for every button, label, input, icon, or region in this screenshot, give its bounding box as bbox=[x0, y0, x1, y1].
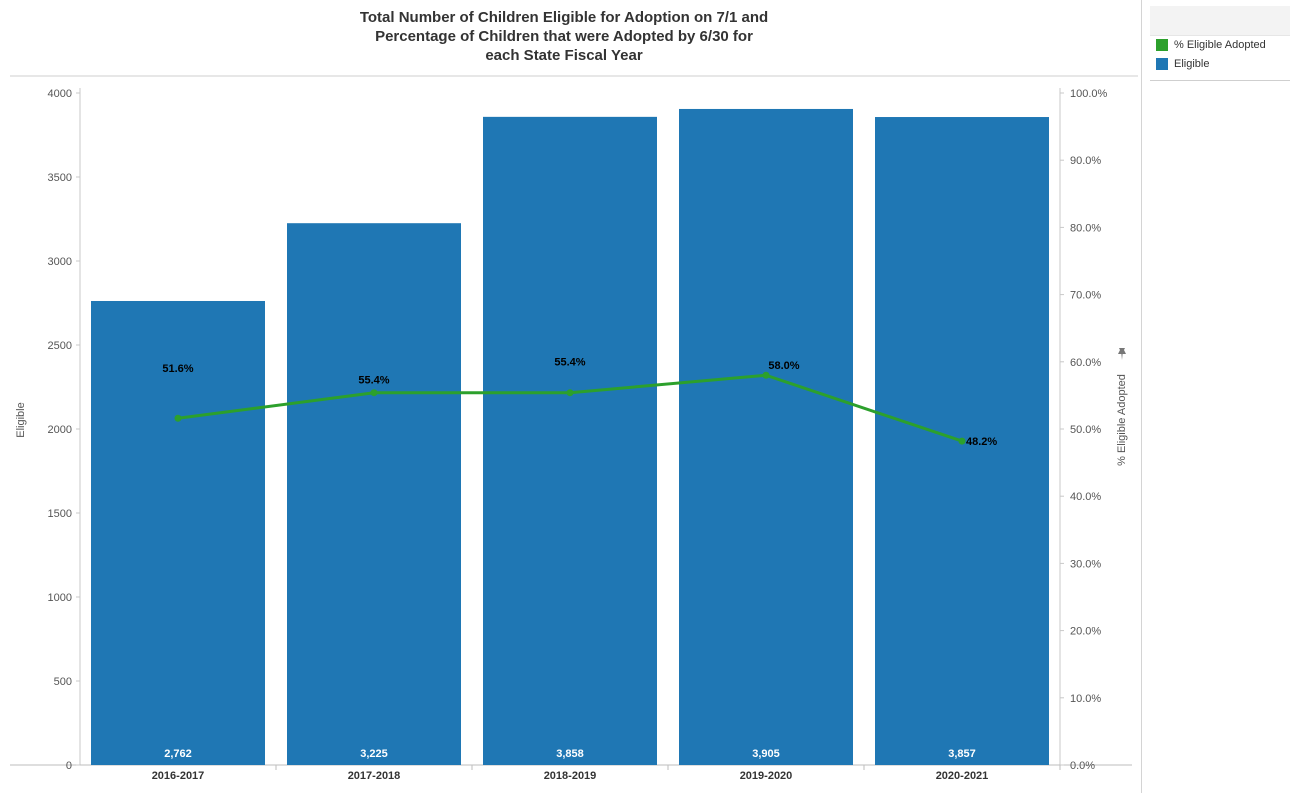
line-point bbox=[370, 389, 378, 397]
line-data-label: 58.0% bbox=[768, 360, 799, 372]
y-tick-label-right: 100.0% bbox=[1070, 88, 1108, 100]
legend-swatch-eligible bbox=[1156, 58, 1168, 70]
y-tick-label-right: 10.0% bbox=[1070, 693, 1101, 705]
y-tick-label-right: 80.0% bbox=[1070, 222, 1101, 234]
bar-data-label: 3,905 bbox=[752, 748, 780, 760]
x-tick-label: 2018-2019 bbox=[544, 770, 597, 782]
x-tick-label: 2017-2018 bbox=[348, 770, 401, 782]
y-tick-label-left: 2500 bbox=[48, 340, 72, 352]
legend-item-eligible[interactable]: Eligible bbox=[1150, 55, 1290, 74]
legend-header bbox=[1150, 6, 1290, 36]
line-data-label: 55.4% bbox=[358, 375, 389, 387]
x-tick-label: 2020-2021 bbox=[936, 770, 989, 782]
chart-plot: 0 500 1000 1500 2000 2500 3000 3500 4000 0.0% 10.0… bbox=[10, 75, 1138, 782]
y-tick-label-left: 4000 bbox=[48, 88, 72, 100]
bar-data-label: 2,762 bbox=[164, 748, 192, 760]
legend: % Eligible Adopted Eligible bbox=[1150, 6, 1290, 81]
chart-title-line-3: each State Fiscal Year bbox=[485, 47, 643, 64]
bar-eligible bbox=[91, 300, 265, 765]
y-tick-label-right: 30.0% bbox=[1070, 558, 1101, 570]
x-tick-label: 2019-2020 bbox=[740, 770, 793, 782]
line-data-label: 55.4% bbox=[554, 357, 585, 369]
legend-label-adopted: % Eligible Adopted bbox=[1174, 39, 1266, 51]
line-point bbox=[762, 371, 770, 379]
legend-label-eligible: Eligible bbox=[1174, 58, 1210, 70]
bar-data-label: 3,225 bbox=[360, 748, 388, 760]
line-point bbox=[174, 414, 182, 422]
y-tick-label-left: 3500 bbox=[48, 172, 72, 184]
chart-title: Total Number of Children Eligible for Ad… bbox=[300, 8, 828, 65]
y-tick-label-left: 2000 bbox=[48, 424, 72, 436]
panel-divider bbox=[1141, 0, 1142, 793]
bar-data-label: 3,857 bbox=[948, 748, 976, 760]
y-axis-title-right: % Eligible Adopted bbox=[1116, 374, 1128, 466]
y-tick-label-left: 3000 bbox=[48, 256, 72, 268]
bar-eligible bbox=[483, 116, 657, 765]
chart-title-line-1: Total Number of Children Eligible for Ad… bbox=[359, 9, 769, 26]
legend-item-adopted[interactable]: % Eligible Adopted bbox=[1150, 36, 1290, 55]
y-tick-label-left: 1000 bbox=[48, 592, 72, 604]
line-data-label: 48.2% bbox=[966, 436, 997, 448]
bar-eligible bbox=[287, 223, 461, 765]
y-tick-label-right: 20.0% bbox=[1070, 626, 1101, 638]
y-tick-label-right: 50.0% bbox=[1070, 424, 1101, 436]
bar-eligible bbox=[679, 108, 853, 765]
y-tick-label-right: 60.0% bbox=[1070, 357, 1101, 369]
y-tick-label-right: 70.0% bbox=[1070, 290, 1101, 302]
y-tick-label-right: 0.0% bbox=[1070, 760, 1095, 772]
line-data-label: 51.6% bbox=[162, 363, 193, 375]
y-tick-label-left: 500 bbox=[54, 676, 72, 688]
x-tick-label: 2016-2017 bbox=[152, 770, 205, 782]
y-tick-label-right: 90.0% bbox=[1070, 155, 1101, 167]
pin-icon[interactable] bbox=[1115, 347, 1129, 361]
y-axis-title-left: Eligible bbox=[15, 402, 27, 437]
chart-title-line-2: Percentage of Children that were Adopted… bbox=[375, 28, 753, 45]
line-point bbox=[566, 389, 574, 397]
line-point bbox=[958, 437, 966, 445]
legend-swatch-adopted bbox=[1156, 39, 1168, 51]
bar-data-label: 3,858 bbox=[556, 748, 584, 760]
y-tick-label-left: 0 bbox=[66, 760, 72, 772]
y-tick-label-left: 1500 bbox=[48, 508, 72, 520]
y-tick-label-right: 40.0% bbox=[1070, 491, 1101, 503]
